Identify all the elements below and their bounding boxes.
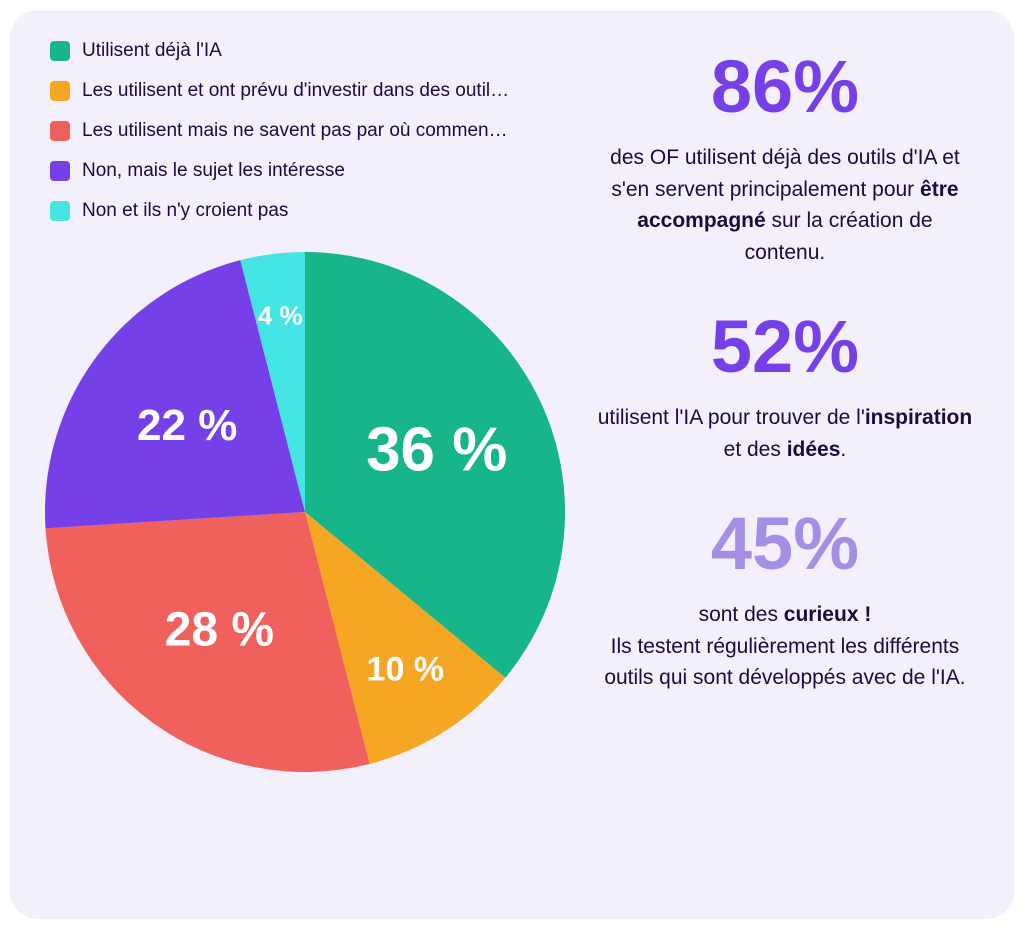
legend-item: Non et ils n'y croient pas — [50, 200, 586, 222]
stat-block: 52% utilisent l'IA pour trouver de l'insp… — [596, 310, 974, 465]
left-column: Utilisent déjà l'IA Les utilisent et ont … — [50, 40, 586, 889]
right-column: 86% des OF utilisent déjà des outils d'IA… — [586, 40, 974, 889]
stat-description: utilisent l'IA pour trouver de l'inspira… — [596, 402, 974, 465]
legend-label: Utilisent déjà l'IA — [82, 40, 222, 62]
pie-legend: Utilisent déjà l'IA Les utilisent et ont … — [50, 40, 586, 222]
infographic-card: Utilisent déjà l'IA Les utilisent et ont … — [10, 10, 1014, 919]
stat-block: 86% des OF utilisent déjà des outils d'IA… — [596, 50, 974, 268]
legend-label: Non et ils n'y croient pas — [82, 200, 288, 222]
legend-swatch — [50, 201, 70, 221]
stat-description: sont des curieux !Ils testent régulièrem… — [596, 599, 974, 694]
stat-value: 45% — [596, 507, 974, 581]
legend-item: Non, mais le sujet les intéresse — [50, 160, 586, 182]
pie-chart: 36 %10 %28 %22 %4 % — [45, 252, 565, 772]
legend-label: Les utilisent et ont prévu d'investir da… — [82, 80, 509, 102]
legend-swatch — [50, 81, 70, 101]
legend-item: Les utilisent mais ne savent pas par où … — [50, 120, 586, 142]
legend-item: Utilisent déjà l'IA — [50, 40, 586, 62]
stat-value: 52% — [596, 310, 974, 384]
legend-swatch — [50, 41, 70, 61]
legend-swatch — [50, 121, 70, 141]
legend-label: Non, mais le sujet les intéresse — [82, 160, 345, 182]
legend-swatch — [50, 161, 70, 181]
legend-item: Les utilisent et ont prévu d'investir da… — [50, 80, 586, 102]
legend-label: Les utilisent mais ne savent pas par où … — [82, 120, 508, 142]
stat-block: 45% sont des curieux !Ils testent réguliè… — [596, 507, 974, 694]
stat-value: 86% — [596, 50, 974, 124]
pie-svg — [45, 252, 565, 772]
stat-description: des OF utilisent déjà des outils d'IA et… — [596, 142, 974, 268]
